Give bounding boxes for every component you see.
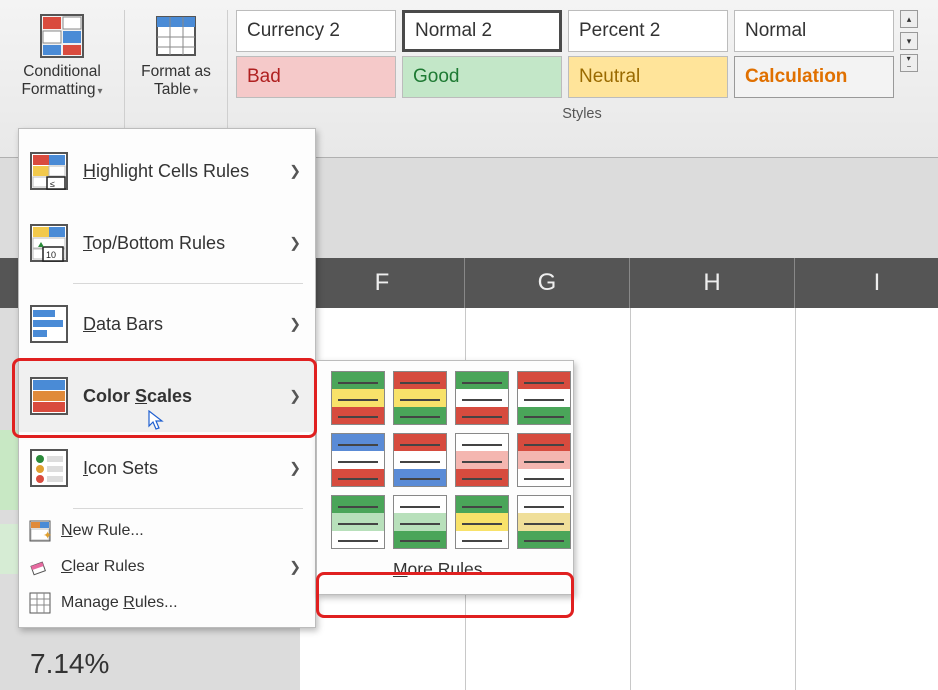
gridline: [630, 308, 631, 690]
column-header[interactable]: G: [465, 258, 630, 308]
chevron-right-icon: ❯: [289, 559, 301, 576]
column-header[interactable]: F: [300, 258, 465, 308]
menu-label: Data Bars: [83, 314, 163, 335]
column-header[interactable]: I: [795, 258, 938, 308]
more-rules-button[interactable]: More Rules...: [317, 549, 573, 590]
color-scale-swatch[interactable]: [517, 495, 571, 549]
style-cell[interactable]: Normal: [734, 10, 894, 52]
menu-color-scales[interactable]: Color Scales ❯: [19, 360, 315, 432]
menu-manage-rules[interactable]: Manage Rules...: [19, 585, 315, 621]
cell-partial-green-2: [0, 524, 18, 574]
svg-text:✦: ✦: [43, 530, 51, 542]
style-cell[interactable]: Calculation: [734, 56, 894, 98]
menu-separator: [73, 508, 303, 509]
menu-label: Color Scales: [83, 386, 192, 407]
more-rules-label: ore Rules...: [408, 559, 497, 579]
styles-gallery-scroll: ▴ ▾ ▾−: [900, 10, 918, 98]
gridline: [795, 308, 796, 690]
styles-gallery: Currency 2Normal 2Percent 2Normal BadGoo…: [228, 10, 928, 122]
style-cell[interactable]: Bad: [236, 56, 396, 98]
color-scale-swatch[interactable]: [455, 371, 509, 425]
chevron-right-icon: ❯: [289, 163, 301, 180]
clear-rules-icon: [29, 556, 51, 578]
menu-label: Top/Bottom Rules: [83, 233, 225, 254]
menu-label: Highlight Cells Rules: [83, 161, 249, 182]
format-as-table-icon: [153, 13, 199, 59]
style-cell[interactable]: Normal 2: [402, 10, 562, 52]
menu-data-bars[interactable]: Data Bars ❯: [19, 288, 315, 360]
cell-partial-green: [0, 430, 18, 510]
new-rule-icon: ✦: [29, 520, 51, 542]
manage-rules-icon: [29, 592, 51, 614]
menu-icon-sets[interactable]: Icon Sets ❯: [19, 432, 315, 504]
top-bottom-icon: 10: [29, 223, 69, 263]
color-scale-swatch[interactable]: [517, 371, 571, 425]
format-as-table-label: Format as Table▾: [138, 63, 214, 99]
color-scales-submenu: More Rules...: [316, 360, 574, 595]
conditional-formatting-label: Conditional Formatting▾: [13, 63, 111, 99]
icon-sets-icon: [29, 448, 69, 488]
color-scale-swatch[interactable]: [331, 495, 385, 549]
gallery-scroll-down[interactable]: ▾: [900, 32, 918, 50]
menu-top-bottom-rules[interactable]: 10 Top/Bottom Rules ❯: [19, 207, 315, 279]
color-scale-swatch[interactable]: [455, 433, 509, 487]
color-scales-icon: [29, 376, 69, 416]
column-header[interactable]: H: [630, 258, 795, 308]
ribbon-group-format-as-table: Format as Table▾: [125, 10, 228, 130]
style-cell[interactable]: Good: [402, 56, 562, 98]
color-scale-swatch[interactable]: [393, 495, 447, 549]
menu-label: New Rule...: [61, 522, 144, 540]
menu-clear-rules[interactable]: Clear Rules ❯: [19, 549, 315, 585]
chevron-right-icon: ❯: [289, 460, 301, 477]
conditional-formatting-icon: [39, 13, 85, 59]
data-bars-icon: [29, 304, 69, 344]
menu-new-rule[interactable]: ✦ New Rule...: [19, 513, 315, 549]
more-rules-hotkey: M: [393, 559, 408, 579]
styles-caption: Styles: [236, 106, 928, 122]
color-scale-swatch[interactable]: [517, 433, 571, 487]
conditional-formatting-button[interactable]: Conditional Formatting▾: [8, 10, 116, 102]
color-scale-swatch[interactable]: [331, 433, 385, 487]
gallery-scroll-up[interactable]: ▴: [900, 10, 918, 28]
conditional-formatting-menu: ≤ Highlight Cells Rules ❯ 10 Top/Bottom …: [18, 128, 316, 628]
svg-text:≤: ≤: [50, 179, 55, 189]
ribbon-group-conditional-formatting: Conditional Formatting▾: [0, 10, 125, 130]
format-as-table-button[interactable]: Format as Table▾: [133, 10, 219, 102]
style-cell[interactable]: Currency 2: [236, 10, 396, 52]
svg-text:10: 10: [46, 250, 56, 260]
color-scale-swatch[interactable]: [393, 433, 447, 487]
menu-highlight-cells-rules[interactable]: ≤ Highlight Cells Rules ❯: [19, 135, 315, 207]
color-scale-swatch[interactable]: [393, 371, 447, 425]
gallery-scroll-more[interactable]: ▾−: [900, 54, 918, 72]
chevron-right-icon: ❯: [289, 388, 301, 405]
style-cell[interactable]: Neutral: [568, 56, 728, 98]
menu-label: Manage Rules...: [61, 594, 178, 612]
chevron-right-icon: ❯: [289, 235, 301, 252]
menu-separator: [73, 283, 303, 284]
chevron-right-icon: ❯: [289, 316, 301, 333]
menu-label: Clear Rules: [61, 558, 145, 576]
styles-row-2: BadGoodNeutralCalculation: [236, 56, 894, 98]
style-cell[interactable]: Percent 2: [568, 10, 728, 52]
styles-row-1: Currency 2Normal 2Percent 2Normal: [236, 10, 894, 52]
menu-label: Icon Sets: [83, 458, 158, 479]
color-scale-swatch[interactable]: [455, 495, 509, 549]
cell-value: 7.14%: [30, 648, 109, 680]
highlight-cells-icon: ≤: [29, 151, 69, 191]
color-scale-swatch[interactable]: [331, 371, 385, 425]
color-scales-swatch-grid: [317, 371, 573, 549]
